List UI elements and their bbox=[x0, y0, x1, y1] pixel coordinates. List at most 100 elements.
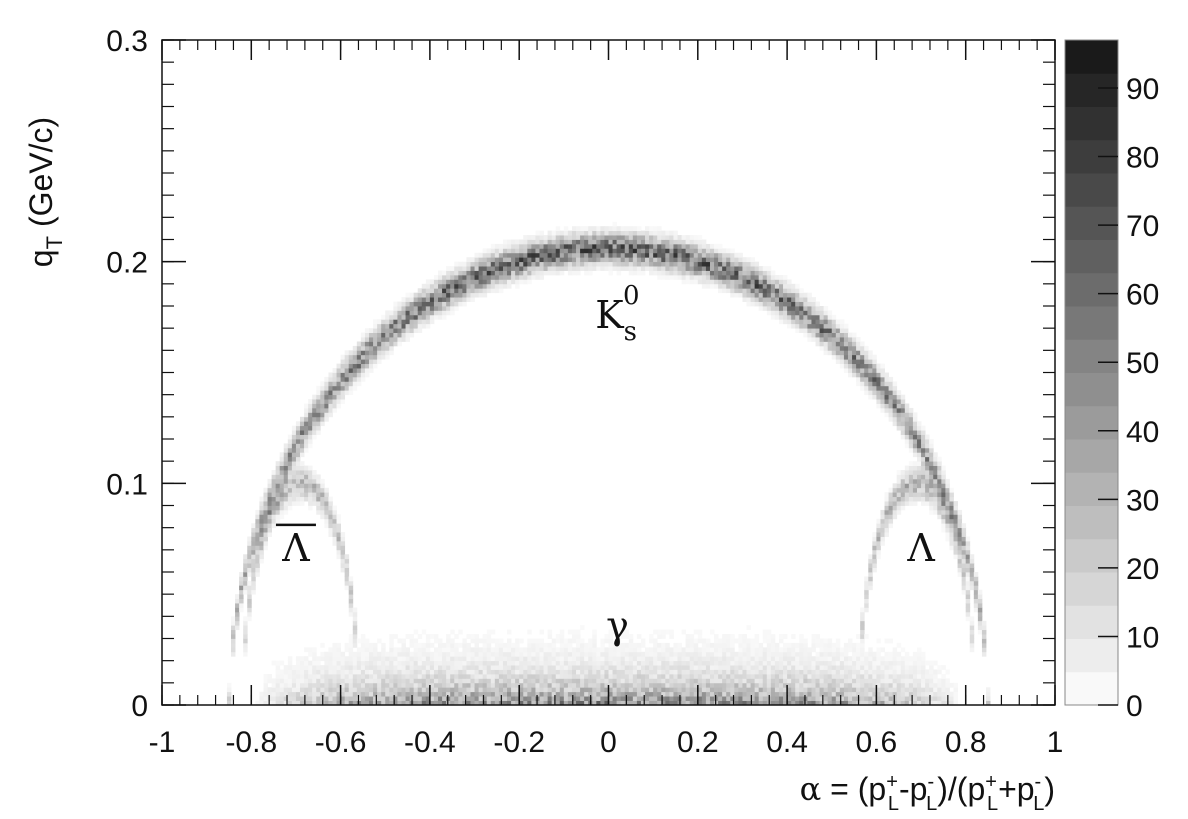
heatmap-cell bbox=[839, 660, 845, 666]
heatmap-cell bbox=[701, 700, 707, 706]
colorbar-step bbox=[1065, 638, 1118, 673]
heatmap-cell bbox=[884, 390, 889, 396]
heatmap-cell bbox=[815, 314, 820, 320]
heatmap-cell bbox=[969, 558, 975, 564]
heatmap-cell bbox=[929, 443, 934, 449]
heatmap-cell bbox=[705, 252, 711, 258]
heatmap-cell bbox=[283, 461, 289, 466]
heatmap-cell bbox=[726, 656, 731, 662]
heatmap-cell bbox=[640, 673, 646, 679]
heatmap-cell bbox=[300, 696, 305, 701]
heatmap-cell bbox=[689, 700, 695, 706]
heatmap-cell bbox=[584, 682, 589, 688]
heatmap-cell bbox=[766, 638, 772, 644]
heatmap-cell bbox=[823, 345, 829, 351]
heatmap-cell bbox=[263, 673, 268, 679]
heatmap-cell bbox=[389, 696, 394, 701]
heatmap-cell bbox=[705, 669, 711, 675]
heatmap-cell bbox=[649, 673, 654, 679]
heatmap-cell bbox=[888, 416, 894, 422]
heatmap-cell bbox=[555, 696, 561, 701]
heatmap-cell bbox=[474, 270, 480, 276]
heatmap-cell bbox=[523, 696, 528, 701]
heatmap-cell bbox=[912, 691, 918, 697]
heatmap-cell bbox=[596, 696, 601, 701]
heatmap-cell bbox=[239, 580, 244, 586]
heatmap-cell bbox=[580, 687, 585, 693]
heatmap-cell bbox=[868, 554, 873, 560]
heatmap-cell bbox=[442, 647, 447, 653]
heatmap-cell bbox=[774, 642, 780, 648]
heatmap-cell bbox=[770, 314, 776, 320]
heatmap-cell bbox=[843, 354, 849, 360]
heatmap-cell bbox=[953, 501, 958, 506]
heatmap-cell bbox=[795, 323, 800, 329]
heatmap-cell bbox=[900, 434, 906, 440]
heatmap-cell bbox=[555, 682, 561, 688]
heatmap-cell bbox=[819, 687, 825, 693]
heatmap-cell bbox=[827, 678, 833, 684]
heatmap-cell bbox=[571, 629, 577, 635]
heatmap-cell bbox=[462, 642, 467, 648]
heatmap-cell bbox=[344, 660, 350, 666]
heatmap-cell bbox=[519, 678, 524, 684]
x-tick-label: 0 bbox=[600, 726, 617, 759]
heatmap-cell bbox=[247, 554, 252, 560]
heatmap-cell bbox=[645, 687, 650, 693]
heatmap-cell bbox=[608, 235, 613, 240]
heatmap-cell bbox=[373, 682, 378, 688]
heatmap-cell bbox=[364, 354, 370, 360]
heatmap-cell bbox=[462, 288, 467, 294]
heatmap-cell bbox=[494, 274, 500, 280]
heatmap-cell bbox=[791, 297, 796, 302]
heatmap-cell bbox=[965, 616, 971, 622]
heatmap-cell bbox=[852, 354, 857, 360]
heatmap-cell bbox=[348, 576, 354, 582]
heatmap-cell bbox=[908, 443, 914, 449]
heatmap-cell bbox=[693, 696, 699, 701]
heatmap-cell bbox=[328, 372, 333, 378]
heatmap-cell bbox=[291, 687, 297, 693]
heatmap-cell bbox=[324, 682, 329, 688]
heatmap-cell bbox=[442, 691, 447, 697]
heatmap-cell bbox=[519, 696, 524, 701]
heatmap-cell bbox=[697, 669, 703, 675]
heatmap-cell bbox=[953, 514, 958, 520]
heatmap-cell bbox=[328, 505, 333, 511]
heatmap-cell bbox=[352, 376, 358, 382]
heatmap-cell bbox=[433, 292, 439, 298]
heatmap-cell bbox=[718, 270, 723, 276]
heatmap-cell bbox=[778, 678, 784, 684]
heatmap-cell bbox=[949, 536, 954, 542]
heatmap-cell bbox=[531, 673, 536, 679]
heatmap-cell bbox=[726, 691, 731, 697]
heatmap-cell bbox=[669, 252, 674, 258]
heatmap-cell bbox=[559, 665, 565, 670]
heatmap-cell bbox=[502, 691, 508, 697]
heatmap-cell bbox=[482, 647, 488, 653]
heatmap-cell bbox=[502, 261, 508, 267]
heatmap-cell bbox=[856, 665, 861, 670]
heatmap-cell bbox=[231, 651, 236, 657]
heatmap-cell bbox=[417, 319, 423, 325]
heatmap-cell bbox=[856, 359, 861, 365]
heatmap-cell bbox=[291, 496, 297, 502]
heatmap-cell bbox=[689, 651, 695, 657]
heatmap-cell bbox=[446, 306, 451, 311]
heatmap-cell bbox=[275, 470, 281, 475]
heatmap-cell bbox=[592, 257, 597, 263]
heatmap-cell bbox=[811, 665, 816, 670]
heatmap-cell bbox=[608, 266, 613, 271]
heatmap-cell bbox=[807, 314, 812, 320]
heatmap-cell bbox=[835, 696, 841, 701]
heatmap-cell bbox=[839, 682, 845, 688]
heatmap-cell bbox=[819, 319, 825, 325]
heatmap-cell bbox=[762, 306, 768, 311]
heatmap-cell bbox=[600, 243, 605, 249]
heatmap-cell bbox=[665, 696, 670, 701]
heatmap-cell bbox=[880, 647, 885, 653]
heatmap-cell bbox=[567, 266, 573, 271]
heatmap-cell bbox=[746, 660, 751, 666]
heatmap-cell bbox=[730, 673, 735, 679]
heatmap-cell bbox=[904, 412, 910, 418]
